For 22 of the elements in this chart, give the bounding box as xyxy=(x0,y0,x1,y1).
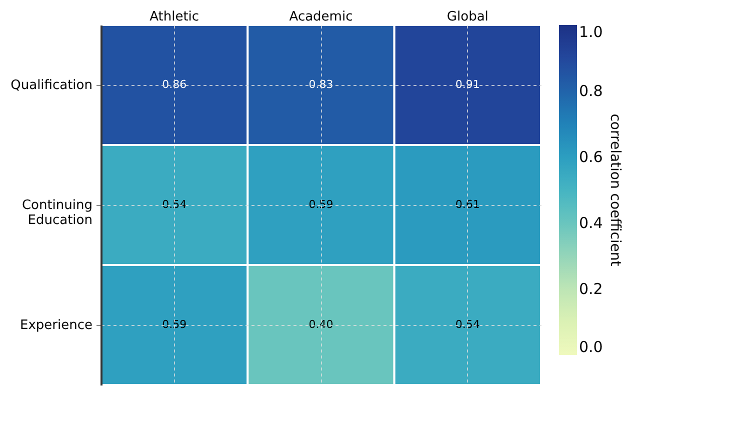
y-tick-label: Qualification xyxy=(10,78,92,93)
data-label: 0.91 xyxy=(455,78,480,91)
color-bar-label: 0.6 xyxy=(579,148,603,166)
color-bar-label: 0.0 xyxy=(579,338,603,356)
color-bar-title: correlation coefficient xyxy=(607,114,623,267)
data-label: 0.40 xyxy=(308,318,334,331)
data-label: 0.54 xyxy=(455,318,480,331)
color-bar-label: 0.2 xyxy=(579,280,603,298)
data-label: 0.86 xyxy=(162,78,187,91)
data-label: 0.59 xyxy=(308,198,334,211)
color-bar-label: 0.4 xyxy=(579,214,603,232)
y-tick-label: Experience xyxy=(20,318,92,333)
data-label: 0.54 xyxy=(162,198,187,211)
y-tick-label: Continuing Education xyxy=(22,198,92,228)
data-label: 0.83 xyxy=(308,78,334,91)
x-tick-label: Global xyxy=(446,10,488,24)
color-bar-label: 1.0 xyxy=(579,23,603,41)
x-tick-label: Athletic xyxy=(150,10,200,24)
data-label: 0.61 xyxy=(455,198,480,211)
x-tick-label: Academic xyxy=(289,10,353,24)
data-label: 0.59 xyxy=(162,318,187,331)
color-bar-label: 0.8 xyxy=(579,82,603,100)
